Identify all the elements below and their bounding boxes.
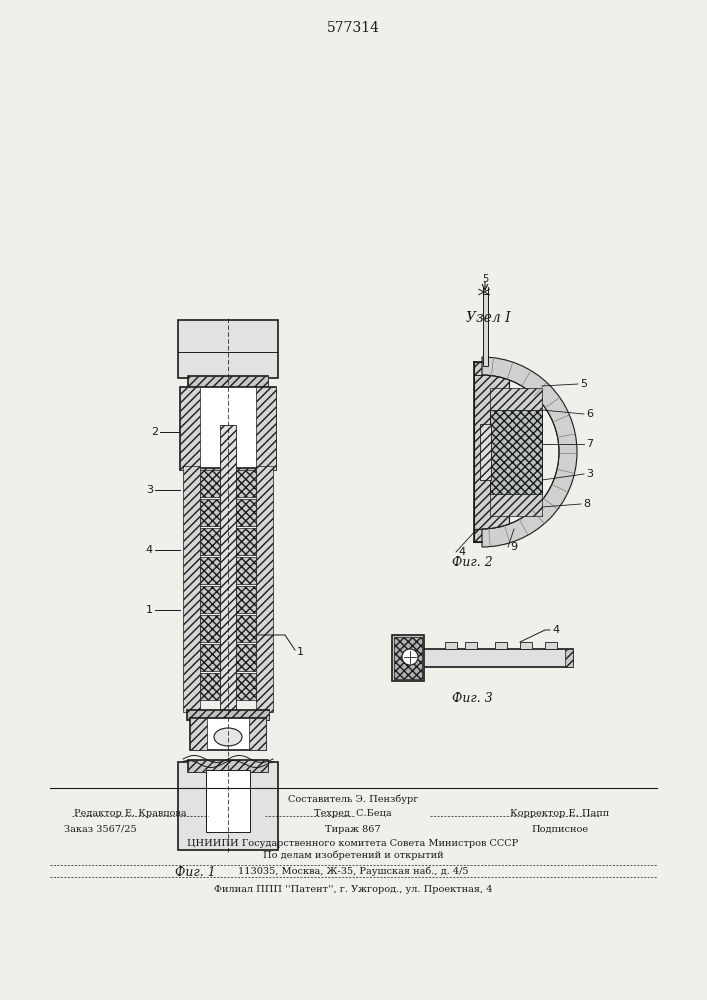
Bar bbox=[405, 649, 573, 667]
Bar bbox=[188, 376, 268, 388]
Text: 4: 4 bbox=[552, 625, 559, 635]
Bar bbox=[178, 762, 278, 850]
Text: 6: 6 bbox=[586, 409, 593, 419]
Text: 5: 5 bbox=[580, 379, 587, 389]
Text: Тираж 867: Тираж 867 bbox=[325, 824, 381, 834]
Bar bbox=[236, 673, 256, 700]
Bar bbox=[490, 410, 542, 494]
Bar bbox=[220, 425, 236, 712]
Bar bbox=[565, 649, 573, 667]
Bar bbox=[200, 499, 220, 526]
Text: 7: 7 bbox=[586, 439, 593, 449]
Text: 5: 5 bbox=[482, 274, 488, 284]
Bar bbox=[206, 770, 250, 832]
Text: Редактор Е. Кравцова: Редактор Е. Кравцова bbox=[74, 808, 186, 818]
Text: 2: 2 bbox=[151, 427, 158, 437]
Bar bbox=[200, 586, 220, 613]
Text: Техред  С.Беца: Техред С.Беца bbox=[314, 808, 392, 818]
Bar bbox=[190, 718, 266, 750]
Wedge shape bbox=[482, 357, 577, 547]
Bar bbox=[236, 470, 256, 497]
Bar bbox=[236, 528, 256, 555]
Bar bbox=[236, 644, 256, 671]
Bar bbox=[200, 644, 220, 671]
Text: 3: 3 bbox=[586, 469, 593, 479]
Bar bbox=[445, 642, 457, 649]
Bar bbox=[187, 468, 269, 477]
Text: 1: 1 bbox=[146, 605, 153, 615]
Text: Заказ 3567/25: Заказ 3567/25 bbox=[64, 824, 136, 834]
Bar bbox=[490, 494, 542, 516]
Text: 3: 3 bbox=[146, 485, 153, 495]
Bar bbox=[236, 615, 256, 642]
Text: Фиг. 2: Фиг. 2 bbox=[452, 556, 492, 570]
Bar bbox=[483, 294, 488, 366]
Text: ЦНИИПИ Государственного комитета Совета Министров СССР: ЦНИИПИ Государственного комитета Совета … bbox=[187, 838, 519, 848]
Bar bbox=[190, 718, 207, 750]
Text: Фиг. 3: Фиг. 3 bbox=[452, 692, 492, 704]
Ellipse shape bbox=[214, 728, 242, 746]
Text: Подписное: Подписное bbox=[532, 824, 588, 834]
Text: Филиал ППП ''Патент'', г. Ужгород., ул. Проектная, 4: Филиал ППП ''Патент'', г. Ужгород., ул. … bbox=[214, 884, 492, 894]
Text: Корректор Е. Папп: Корректор Е. Папп bbox=[510, 808, 609, 818]
Text: 9: 9 bbox=[510, 542, 517, 552]
Bar bbox=[465, 642, 477, 649]
Bar bbox=[256, 466, 273, 712]
Text: 1: 1 bbox=[297, 647, 304, 657]
Bar bbox=[394, 637, 422, 679]
Bar bbox=[256, 387, 276, 470]
Bar bbox=[520, 642, 532, 649]
Bar bbox=[545, 642, 557, 649]
Text: 4: 4 bbox=[146, 545, 153, 555]
Bar bbox=[188, 760, 268, 772]
Bar bbox=[180, 387, 200, 470]
Bar bbox=[188, 376, 268, 388]
Circle shape bbox=[402, 649, 418, 665]
Bar bbox=[188, 760, 268, 772]
Text: 577314: 577314 bbox=[327, 21, 380, 35]
Bar bbox=[236, 557, 256, 584]
Bar bbox=[200, 673, 220, 700]
Bar bbox=[236, 499, 256, 526]
Text: Фиг. 1: Фиг. 1 bbox=[175, 865, 216, 879]
Text: Составитель Э. Пензбург: Составитель Э. Пензбург bbox=[288, 794, 418, 804]
Bar bbox=[249, 718, 266, 750]
Bar bbox=[200, 470, 220, 497]
Bar bbox=[180, 387, 276, 470]
Text: 4: 4 bbox=[458, 547, 465, 557]
Bar bbox=[183, 466, 200, 712]
Bar bbox=[480, 424, 491, 480]
Bar bbox=[236, 586, 256, 613]
Bar bbox=[490, 388, 542, 410]
Bar bbox=[200, 557, 220, 584]
Bar bbox=[474, 362, 509, 542]
Text: 8: 8 bbox=[583, 499, 590, 509]
Text: По делам изобретений и открытий: По делам изобретений и открытий bbox=[263, 850, 443, 860]
Bar bbox=[200, 615, 220, 642]
Bar bbox=[178, 320, 278, 378]
Bar bbox=[187, 710, 269, 720]
Bar bbox=[200, 528, 220, 555]
Bar bbox=[392, 635, 424, 681]
Bar bbox=[495, 642, 507, 649]
Text: Узел I: Узел I bbox=[466, 311, 510, 325]
Bar bbox=[187, 710, 269, 720]
Text: 113035, Москва, Ж-35, Раушская наб., д. 4/5: 113035, Москва, Ж-35, Раушская наб., д. … bbox=[238, 866, 468, 876]
Bar bbox=[187, 468, 269, 477]
